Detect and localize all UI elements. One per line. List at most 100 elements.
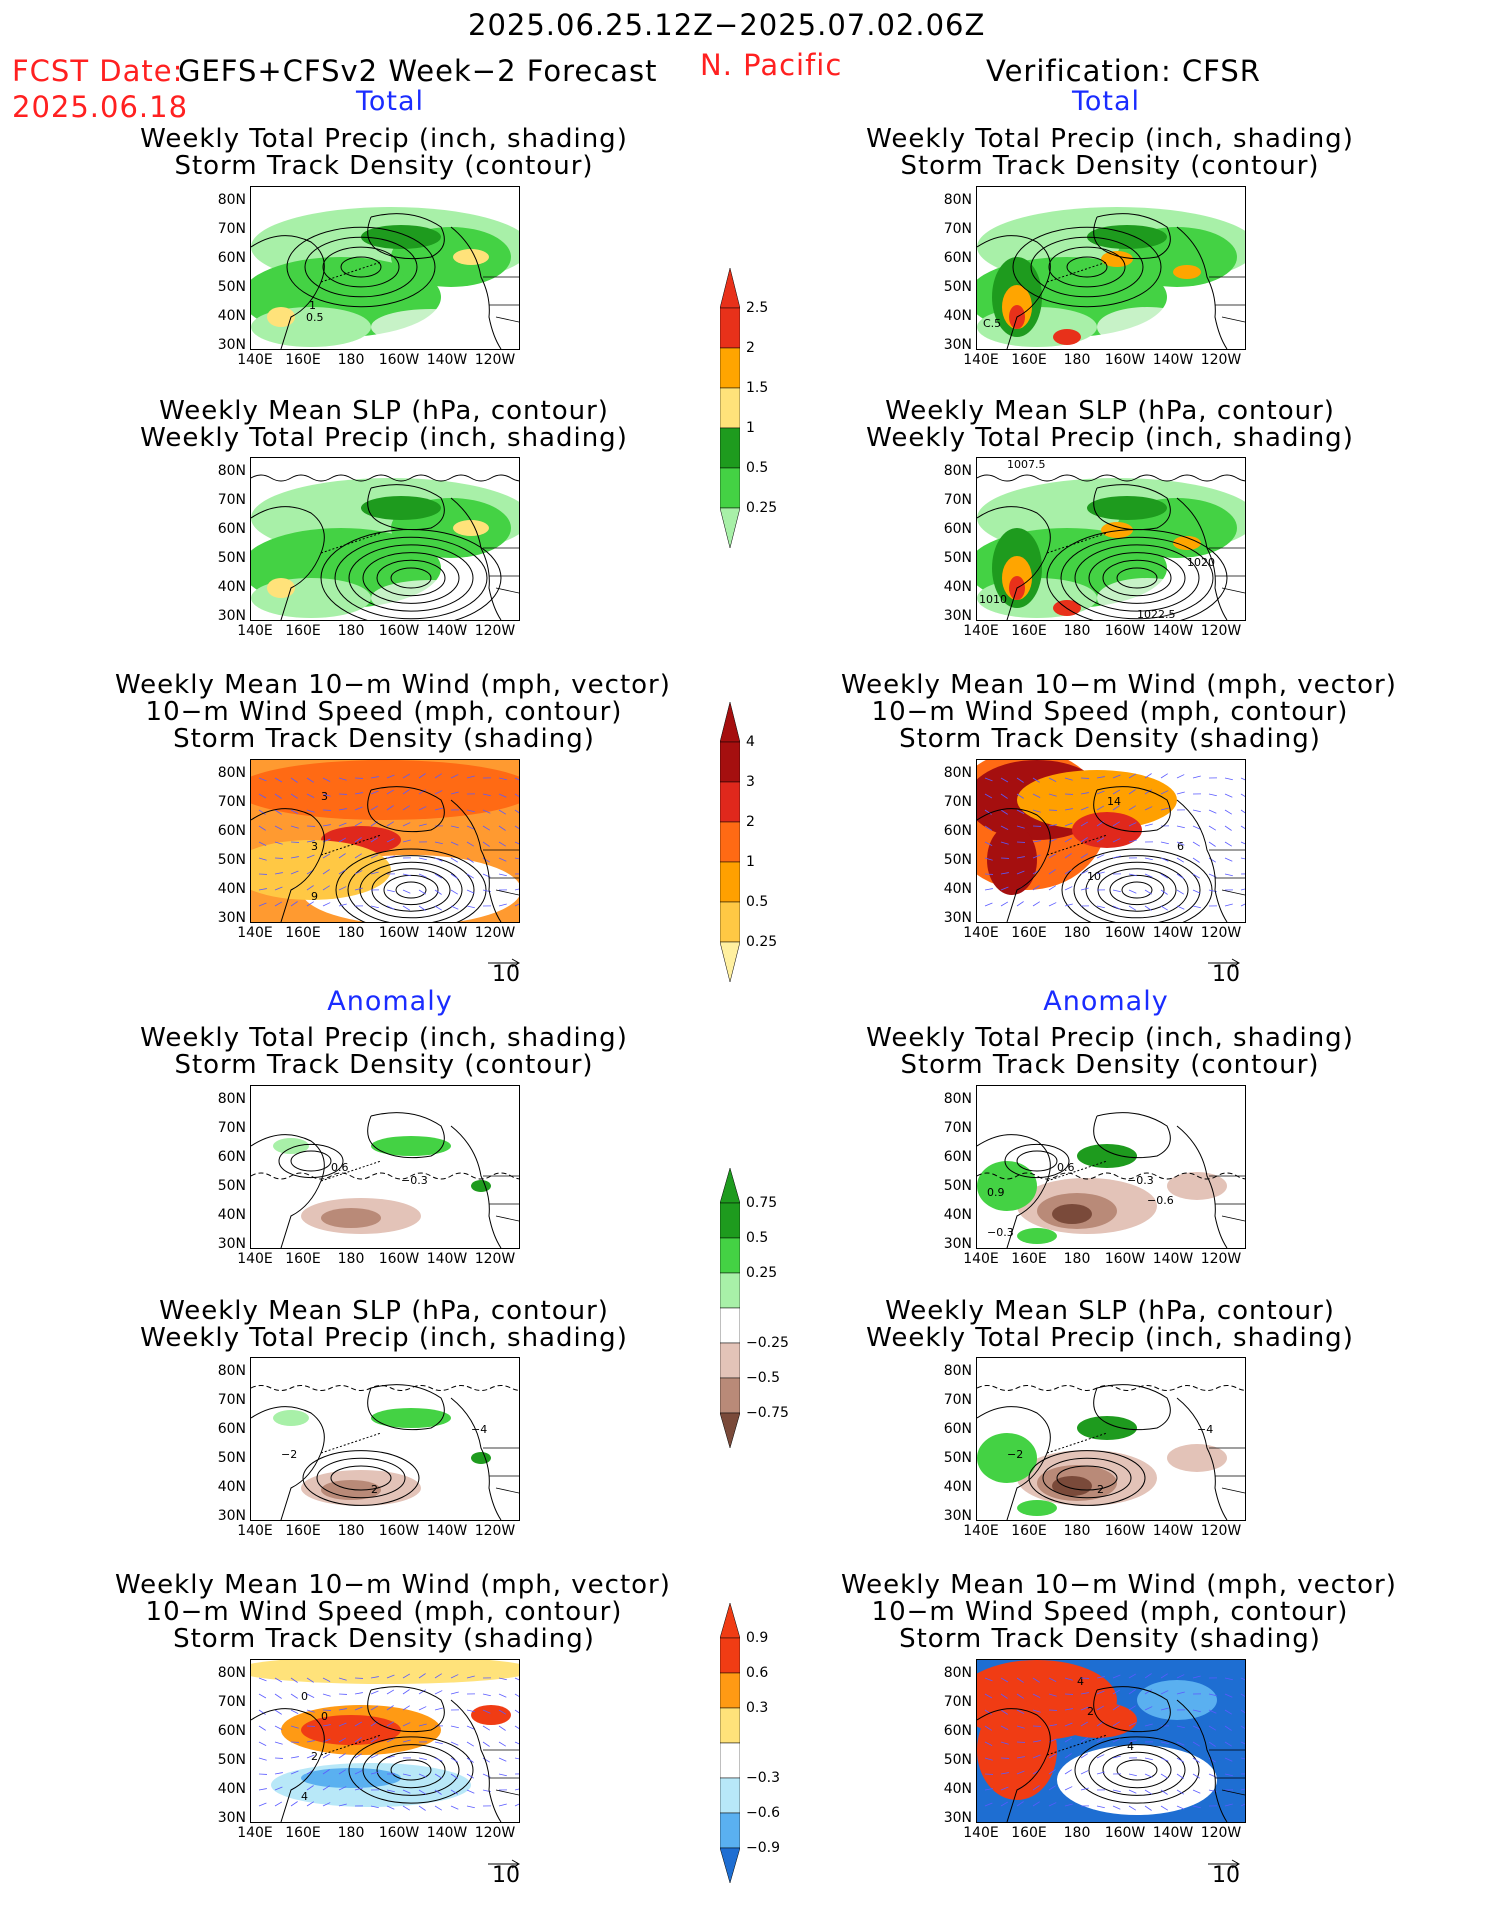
wind-vector [498, 1773, 507, 1777]
wind-vector [386, 838, 395, 843]
wind-vector [434, 1773, 443, 1779]
wind-vector [1128, 789, 1136, 795]
wind-vector [1240, 809, 1245, 814]
storm-anomaly-positive [1057, 1702, 1137, 1738]
wind-vector [386, 1721, 394, 1727]
asia-coastline [251, 1708, 325, 1822]
colorbar-segment [719, 861, 741, 903]
wind-vector [386, 789, 395, 795]
wind-vector [1064, 886, 1073, 891]
wind-vector [1160, 841, 1169, 845]
wind-speed-contour [359, 861, 463, 919]
wind-vector [274, 1677, 283, 1683]
wind-vector [370, 1737, 378, 1743]
colorbar-segment [719, 1672, 741, 1709]
wind-vector [1192, 841, 1201, 847]
dry-area [371, 309, 491, 345]
panel-title-line: 10−m Wind Speed (mph, contour) [871, 1597, 1349, 1627]
wind-vector [354, 821, 363, 827]
colorbar-segment [719, 1307, 741, 1344]
lon-tick-label: 140W [426, 352, 468, 368]
wind-vector [1128, 1773, 1137, 1777]
colorbar-precip_total [719, 267, 741, 572]
wind-vector [338, 903, 347, 907]
lat-tick-label: 70N [943, 794, 972, 810]
wind-vector [386, 1755, 395, 1759]
wind-vector [1240, 1693, 1245, 1697]
lon-tick-label: 180 [1063, 1251, 1091, 1267]
wind-vector [1208, 857, 1217, 863]
wind-vector [514, 888, 519, 891]
wind-vector [1192, 825, 1201, 830]
north-america-coastline [450, 1397, 502, 1520]
wind-vector [1224, 777, 1233, 781]
wind-vector [1224, 1677, 1233, 1681]
colorbar-bottom-cap [719, 1847, 741, 1884]
wind-vector [434, 1805, 443, 1811]
wind-vector [1144, 889, 1153, 895]
wind-vector [1176, 1725, 1185, 1729]
wind-vector [306, 854, 315, 859]
colorbar-segment [719, 1637, 741, 1674]
wind-vector [466, 873, 475, 879]
panel-title-line: Weekly Mean 10−m Wind (mph, vector) [841, 1570, 1397, 1600]
map-canvas: 4 2 4 [977, 1660, 1245, 1822]
panel-title-line: Storm Track Density (shading) [899, 1624, 1321, 1654]
wind-vector [1048, 824, 1057, 827]
wind-vector [402, 805, 410, 811]
wind-vector [1032, 1677, 1040, 1683]
wind-vector [1000, 793, 1008, 799]
alaska-coastline [367, 786, 445, 833]
wind-vector [1112, 821, 1120, 827]
wind-vector [984, 1802, 993, 1807]
wind-vector [306, 809, 315, 813]
lon-tick-label: 120W [474, 1523, 516, 1539]
wind-vector [1224, 1741, 1233, 1747]
wind-vector [306, 901, 314, 907]
wind-vector [466, 775, 475, 779]
lon-tick-label: 140W [1152, 1825, 1194, 1841]
wind-vector [1000, 901, 1009, 907]
lat-tick-label: 60N [943, 1723, 972, 1739]
wind-vector [1080, 1706, 1089, 1711]
colorbar-segment [719, 781, 741, 823]
north-america-coastline [450, 226, 502, 349]
panel-title-L6: Weekly Mean 10−m Wind (mph, vector) 10−m … [115, 1572, 670, 1654]
map-canvas: 0.6 −0.3 [251, 1112, 519, 1248]
alaska-coastline [1093, 786, 1171, 833]
contour-label: −2 [281, 1448, 297, 1461]
wind-vector [466, 825, 475, 830]
lat-tick-label: 60N [943, 1149, 972, 1165]
storm-contour [340, 256, 382, 278]
wind-vector [984, 902, 993, 907]
colorbar-label: −0.3 [746, 1770, 780, 1786]
wind-vector [1128, 873, 1137, 877]
wind-vector [370, 1705, 379, 1711]
precip-shading-red [1053, 329, 1081, 345]
wind-vector [418, 1773, 427, 1778]
panel-title-R3: Weekly Mean 10−m Wind (mph, vector) 10−m … [841, 672, 1396, 753]
wind-vector [370, 1805, 379, 1809]
wind-vector [322, 902, 331, 907]
precip-shading-dark [361, 496, 441, 520]
wind-vector [1160, 873, 1169, 879]
wind-vector [434, 1741, 443, 1745]
wind-vector [1176, 1691, 1185, 1695]
wind-vector [1096, 790, 1105, 795]
wind-vector [290, 825, 299, 829]
wind-vector [1240, 1803, 1245, 1807]
colorbar-segment [719, 1812, 741, 1849]
colorbar-label: −0.5 [746, 1370, 780, 1386]
panel-title-line: Storm Track Density (shading) [173, 1624, 595, 1654]
wind-vector [1112, 838, 1121, 843]
contour-label: 14 [1107, 795, 1121, 808]
wind-vector [1064, 1737, 1073, 1743]
colorbar-label: 0.5 [746, 1230, 769, 1246]
wind-vector [386, 1805, 395, 1810]
wind-vector [466, 905, 475, 909]
wind-vector [434, 1690, 443, 1695]
map-canvas: 0.6 −0.3 0.9 −0.6 −0.3 [977, 1112, 1245, 1248]
lat-tick-label: 60N [943, 250, 972, 266]
wind-vector [450, 791, 459, 795]
wind-vector [984, 1757, 993, 1761]
